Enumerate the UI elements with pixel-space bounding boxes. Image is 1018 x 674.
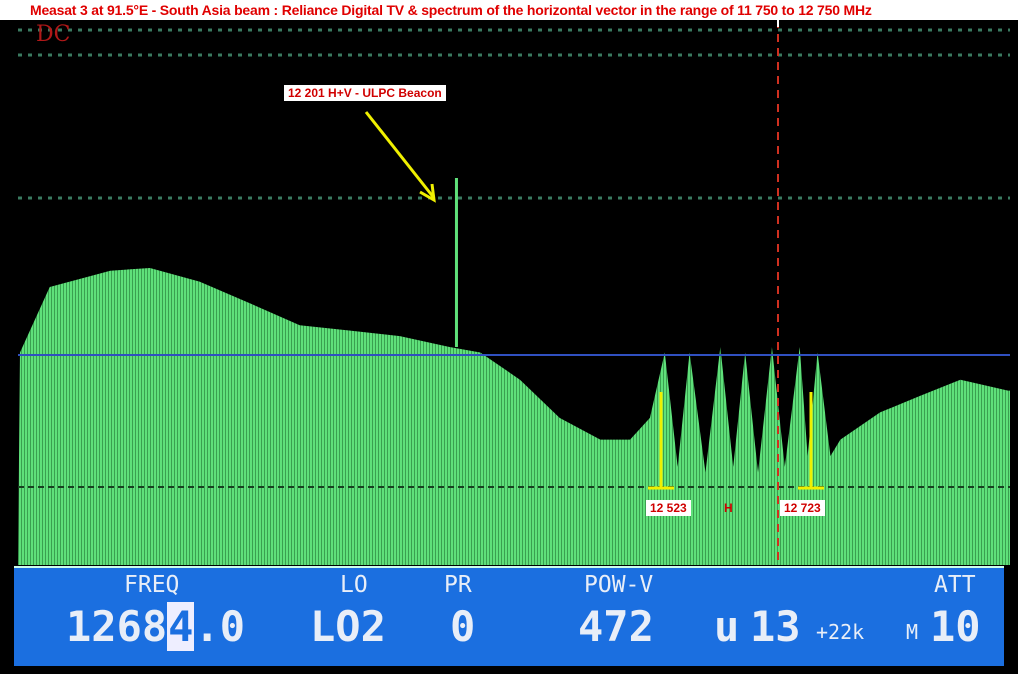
att-value: 10: [930, 602, 981, 651]
lnb-voltage: 13: [750, 602, 801, 651]
pr-label: PR: [444, 572, 472, 598]
spectrum-plot: [18, 20, 1010, 566]
spectrum-trace: [18, 267, 1010, 565]
unit-value: u: [714, 602, 740, 651]
marker-left-label: 12 523: [646, 500, 691, 516]
freq-cursor-digit[interactable]: 4: [167, 602, 195, 651]
m-indicator: M: [906, 620, 919, 644]
status-panel: FREQ LO PR POW-V ATT 12684.0 LO2 0 472 u…: [14, 566, 1004, 666]
lo-value: LO2: [310, 602, 386, 651]
grid-lines: [18, 28, 1010, 200]
lo-label: LO: [340, 572, 368, 598]
freq-label: FREQ: [124, 572, 180, 598]
marker-right-label: 12 723: [780, 500, 825, 516]
arrow-icon: [364, 111, 436, 203]
band-markers: [648, 392, 824, 490]
polarization-label: H: [724, 501, 733, 515]
pow-label: POW-V: [584, 572, 654, 598]
pr-value: 0: [450, 602, 476, 651]
caption-title: Measat 3 at 91.5°E - South Asia beam : R…: [0, 0, 1018, 20]
tone-indicator: +22k: [816, 620, 865, 644]
att-label: ATT: [934, 572, 976, 598]
freq-value[interactable]: 12684.0: [66, 602, 246, 651]
pow-value: 472: [578, 602, 654, 651]
mode-indicator: DC: [36, 22, 71, 47]
beacon-label: 12 201 H+V - ULPC Beacon: [284, 85, 446, 101]
